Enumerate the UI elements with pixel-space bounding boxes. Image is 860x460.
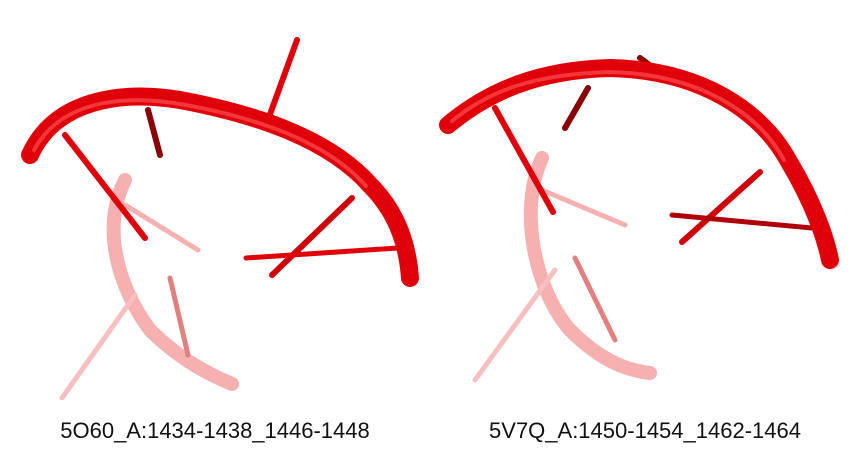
structure-label: 5O60_A:1434-1438_1446-1448 — [60, 418, 370, 443]
structure-label: 5V7Q_A:1450-1454_1462-1464 — [489, 418, 801, 443]
back-strand — [472, 151, 657, 383]
structure-panel-left: 5O60_A:1434-1438_1446-1448 — [21, 37, 419, 443]
front-backbone — [439, 58, 839, 269]
front-bases — [62, 37, 401, 278]
rna-structure-render-right — [439, 55, 839, 383]
back-strand — [59, 173, 239, 400]
rna-structure-render-left — [21, 37, 419, 400]
structure-panel-right: 5V7Q_A:1450-1454_1462-1464 — [430, 0, 860, 460]
front-backbone — [21, 87, 419, 287]
